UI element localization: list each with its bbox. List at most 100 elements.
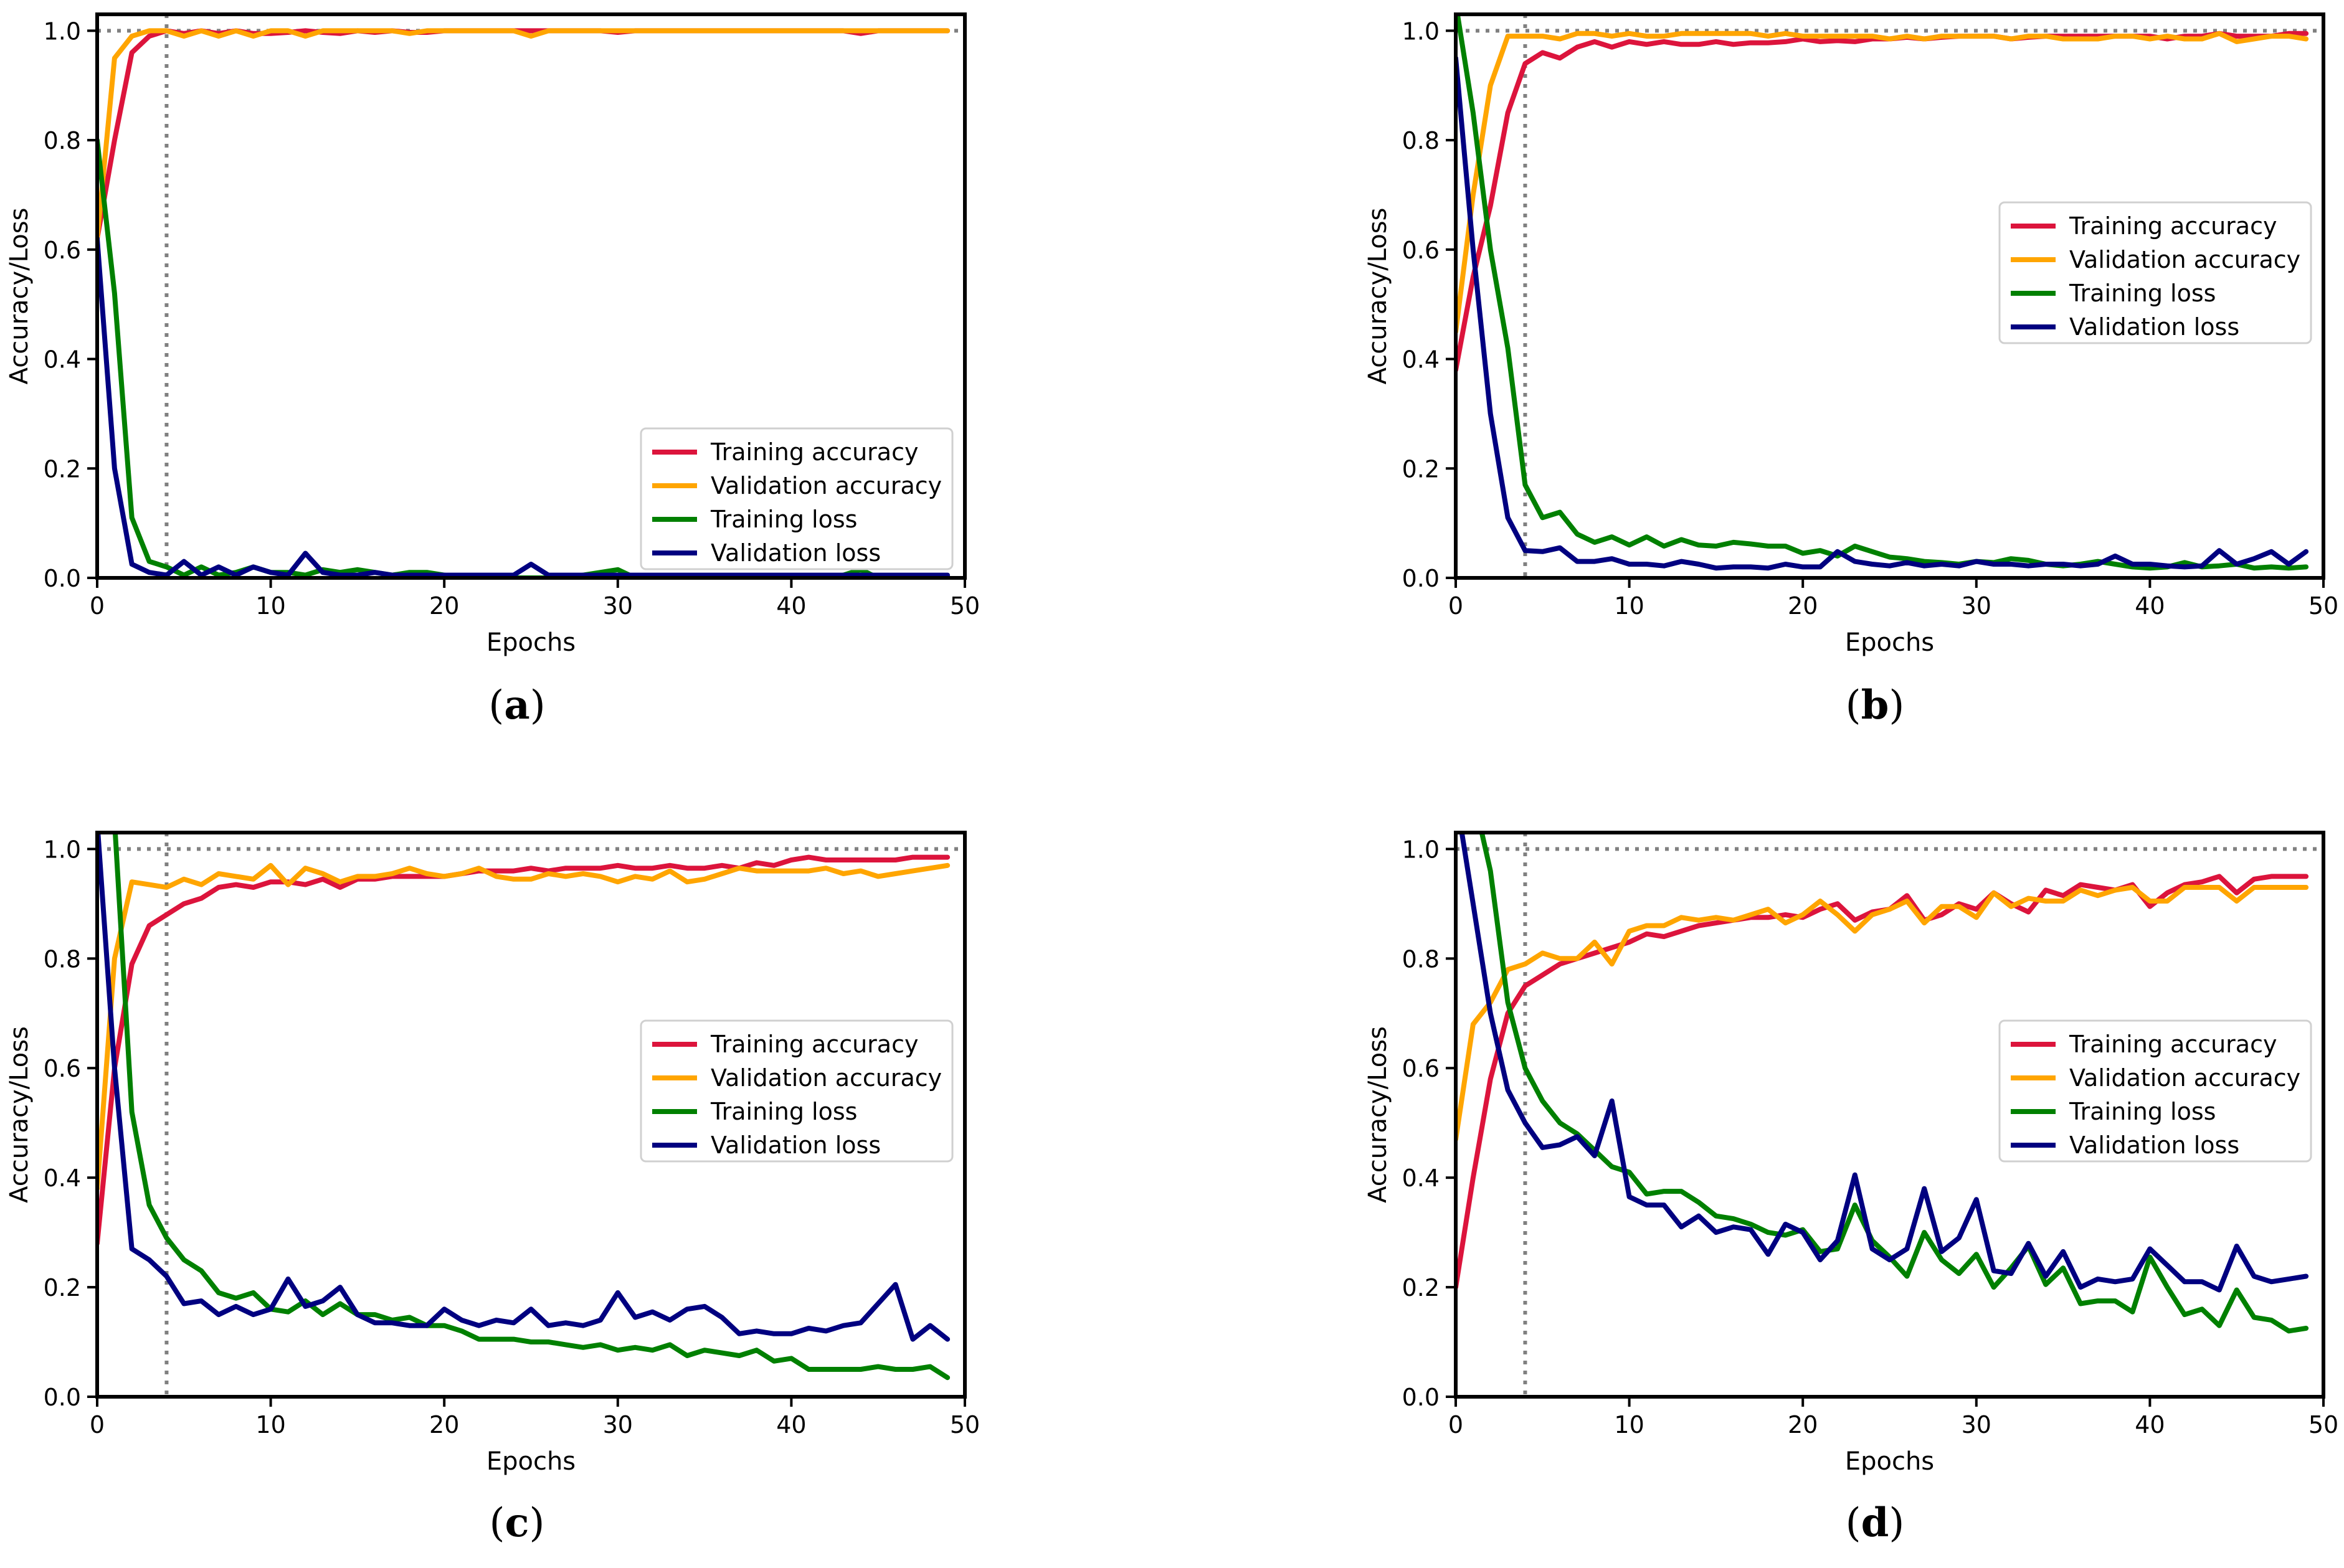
axes-frame-b (1454, 12, 2325, 580)
x-axis-label-b: Epochs (1845, 628, 1934, 657)
legend-label-c-3: Validation loss (711, 1131, 881, 1159)
legend-label-c-1: Validation accuracy (711, 1064, 942, 1092)
y-tick-label-a-4: 0.8 (44, 127, 81, 154)
y-tick-label-c-4: 0.8 (44, 945, 81, 973)
panel-letter-b: b (1861, 682, 1889, 729)
legend-label-a-1: Validation accuracy (711, 472, 942, 499)
legend-box-b (1998, 201, 2312, 344)
x-tick-label-d-0: 0 (1448, 1411, 1463, 1438)
x-tick-label-b-50: 50 (2308, 592, 2338, 620)
panel-label-b: (b) (1845, 682, 1905, 729)
x-tick-label-a-40: 40 (776, 592, 806, 620)
x-tick-label-c-30: 30 (603, 1411, 633, 1438)
x-tick-label-d-50: 50 (2308, 1411, 2338, 1438)
y-tick-label-b-3: 0.6 (1402, 237, 1440, 264)
series-line-c-training-accuracy (97, 854, 951, 1246)
panel-letter-d: d (1861, 1500, 1889, 1546)
y-tick-label-c-0: 0.0 (44, 1384, 81, 1411)
y-tick-label-a-1: 0.2 (44, 455, 81, 483)
y-tick-label-d-5: 1.0 (1402, 836, 1440, 863)
x-tick-label-c-0: 0 (90, 1411, 105, 1438)
legend-label-b-0: Training accuracy (2069, 212, 2277, 240)
panel-label-d: (d) (1845, 1500, 1905, 1546)
chart-b: 0 10 20 30 40 50 0.0 0.2 0.4 0.6 0.8 1.0 Epochs Accur… (1364, 12, 2338, 657)
x-tick-label-c-50: 50 (950, 1411, 980, 1438)
legend-d: Training accuracy Validation accuracy Trai… (1998, 1019, 2312, 1163)
x-tick-label-a-0: 0 (90, 592, 105, 620)
panel-label-c: (c) (489, 1500, 545, 1546)
legend-label-c-2: Training loss (710, 1098, 857, 1125)
series-line-a-training-accuracy (97, 28, 951, 242)
y-tick-label-c-2: 0.4 (44, 1164, 81, 1192)
axes-frame-a (95, 12, 967, 580)
panel-label-a: (a) (488, 682, 546, 729)
series-group-a (97, 28, 951, 578)
legend-label-a-2: Training loss (710, 506, 857, 533)
series-line-d-validation-accuracy (1456, 885, 2309, 1142)
x-tick-label-c-40: 40 (776, 1411, 806, 1438)
axes-frame-d (1454, 831, 2325, 1399)
x-tick-label-a-10: 10 (255, 592, 285, 620)
panel-letter-a: a (504, 682, 530, 729)
y-tick-label-b-2: 0.4 (1402, 346, 1440, 374)
x-tick-label-c-20: 20 (429, 1411, 459, 1438)
x-tick-label-b-20: 20 (1788, 592, 1818, 620)
x-tick-label-a-50: 50 (950, 592, 980, 620)
x-tick-label-a-30: 30 (603, 592, 633, 620)
legend-label-b-3: Validation loss (2069, 313, 2239, 341)
x-axis-label-c: Epochs (486, 1447, 576, 1476)
y-tick-label-a-0: 0.0 (44, 565, 81, 592)
legend-box-a (640, 427, 954, 570)
chart-d: 0 10 20 30 40 50 0.0 0.2 0.4 0.6 0.8 1.0 Epochs Accur… (1364, 831, 2338, 1476)
series-line-c-training-loss (112, 833, 951, 1381)
y-axis-label-d: Accuracy/Loss (1364, 1026, 1392, 1203)
y-axis-label-a: Accuracy/Loss (5, 208, 34, 385)
x-axis-label-a: Epochs (486, 628, 576, 657)
x-tick-label-d-10: 10 (1614, 1411, 1644, 1438)
y-tick-label-c-3: 0.6 (44, 1055, 81, 1082)
chart-a: 0 10 20 30 40 50 0.0 0.2 0.4 0.6 0.8 1.0 Epochs Accur… (5, 12, 980, 657)
y-tick-label-a-3: 0.6 (44, 237, 81, 264)
series-line-a-validation-accuracy (97, 28, 951, 242)
x-tick-label-b-30: 30 (1962, 592, 1991, 620)
legend-label-c-0: Training accuracy (710, 1031, 918, 1058)
legend-label-a-0: Training accuracy (710, 438, 918, 466)
x-tick-label-b-10: 10 (1614, 592, 1644, 620)
legend-label-a-3: Validation loss (711, 539, 881, 567)
x-tick-label-c-10: 10 (255, 1411, 285, 1438)
x-tick-label-d-30: 30 (1962, 1411, 1991, 1438)
y-axis-label-b: Accuracy/Loss (1364, 208, 1392, 385)
y-axis-label-c: Accuracy/Loss (5, 1026, 34, 1203)
y-tick-label-d-0: 0.0 (1402, 1384, 1440, 1411)
y-tick-label-b-0: 0.0 (1402, 565, 1440, 592)
y-tick-label-a-5: 1.0 (44, 17, 81, 45)
y-tick-label-d-2: 0.4 (1402, 1164, 1440, 1192)
series-line-b-validation-accuracy (1456, 31, 2309, 334)
y-tick-label-d-4: 0.8 (1402, 945, 1440, 973)
series-group-d (1456, 833, 2309, 1334)
legend-label-b-2: Training loss (2069, 280, 2216, 307)
legend-label-d-0: Training accuracy (2069, 1031, 2277, 1058)
x-axis-label-d: Epochs (1845, 1447, 1934, 1476)
legend-box-c (640, 1019, 954, 1163)
legend-label-b-1: Validation accuracy (2069, 246, 2300, 273)
x-tick-label-d-40: 40 (2135, 1411, 2165, 1438)
panel-letter-c: c (505, 1500, 529, 1546)
series-group-c (97, 833, 951, 1381)
chart-c: 0 10 20 30 40 50 0.0 0.2 0.4 0.6 0.8 1.0 Epochs Accur… (5, 831, 980, 1476)
x-tick-label-d-20: 20 (1788, 1411, 1818, 1438)
legend-b: Training accuracy Validation accuracy Trai… (1998, 201, 2312, 344)
series-line-b-validation-loss (1456, 55, 2309, 571)
legend-label-d-3: Validation loss (2069, 1131, 2239, 1159)
y-tick-label-b-5: 1.0 (1402, 17, 1440, 45)
x-tick-label-b-0: 0 (1448, 592, 1463, 620)
axes-frame-c (95, 831, 967, 1399)
series-line-c-validation-loss (97, 833, 951, 1342)
x-tick-label-b-40: 40 (2135, 592, 2165, 620)
legend-a: Training accuracy Validation accuracy Trai… (640, 427, 954, 570)
legend-c: Training accuracy Validation accuracy Trai… (640, 1019, 954, 1163)
series-line-a-validation-loss (97, 236, 951, 578)
y-tick-label-c-1: 0.2 (44, 1274, 81, 1301)
series-group-b (1456, 14, 2309, 571)
